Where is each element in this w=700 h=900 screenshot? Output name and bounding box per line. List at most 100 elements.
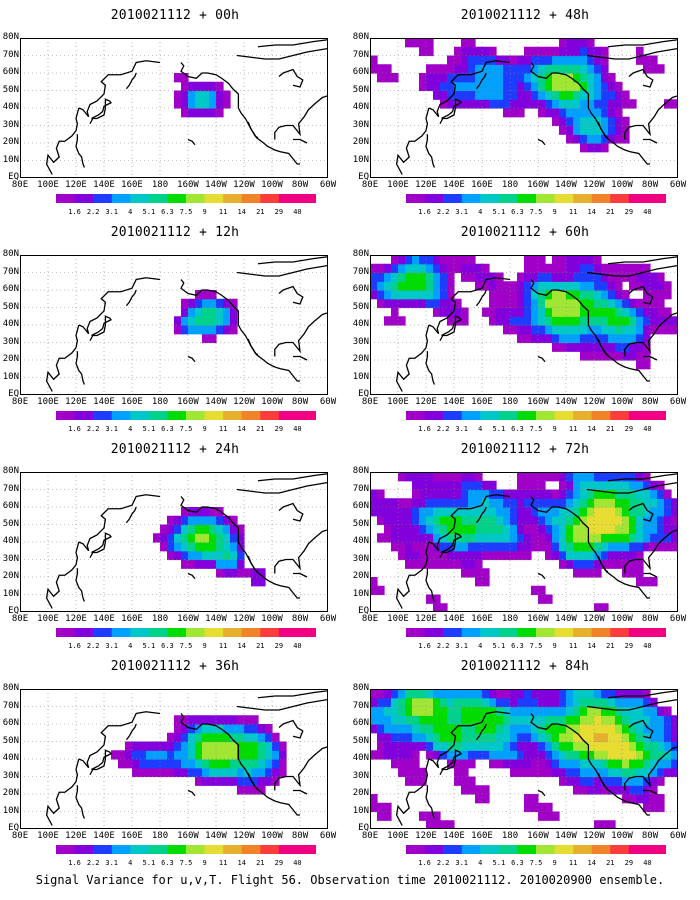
variance-cell (195, 307, 203, 317)
variance-cell (496, 533, 504, 543)
variance-cell (580, 524, 588, 534)
variance-cell (580, 281, 588, 291)
variance-cell (531, 480, 539, 491)
variance-cell (601, 776, 609, 786)
variance-cell (244, 750, 252, 760)
variance-cell (377, 585, 385, 596)
variance-cell (419, 489, 427, 499)
variance-cell (517, 81, 525, 92)
variance-cell (629, 524, 637, 534)
x-tick-label: 100W (261, 831, 283, 841)
variance-cell (412, 550, 420, 561)
variance-cell (538, 767, 546, 778)
y-tick-label: EQ (8, 823, 19, 833)
variance-cell (461, 750, 469, 760)
variance-cell (216, 81, 224, 92)
coastline (247, 338, 259, 356)
variance-cell (538, 706, 546, 716)
coastline (89, 749, 113, 776)
variance-cell (377, 73, 385, 83)
colorbar-label: 5.1 (492, 859, 506, 867)
variance-cell (566, 263, 574, 274)
variance-cell (195, 741, 203, 751)
variance-cell (398, 697, 406, 708)
variance-cell (657, 715, 665, 725)
variance-cell (636, 689, 644, 699)
variance-cell (510, 732, 518, 743)
variance-cell (188, 542, 196, 552)
variance-cell (629, 689, 637, 699)
map-panel: 2010021112 + 48h EQ 10N 20N 30N 40N 50N 60N 70N 8… (350, 0, 700, 217)
variance-cell (531, 316, 539, 326)
variance-cell (195, 99, 203, 109)
variance-cell (601, 316, 609, 326)
x-tick-label: 80E (361, 397, 379, 407)
variance-cell (503, 524, 511, 534)
variance-cell (377, 272, 385, 282)
variance-cell (454, 298, 462, 309)
colorbar-label: 5.1 (492, 425, 506, 433)
variance-cell (370, 281, 378, 291)
variance-cell (440, 73, 448, 83)
colorbar-label: 6.3 (511, 208, 524, 216)
variance-cell (202, 507, 210, 517)
colorbar-label: 29 (624, 859, 634, 867)
colorbar-label: 29 (624, 642, 634, 650)
colorbar-swatch (111, 845, 131, 854)
coastline (187, 138, 196, 146)
variance-cell (433, 811, 441, 821)
variance-cell (391, 542, 399, 552)
coastline (180, 496, 300, 599)
variance-cell (384, 263, 392, 274)
variance-cell (174, 550, 182, 561)
variance-cell (587, 750, 595, 760)
y-tick-label: 80N (2, 249, 19, 259)
variance-cell (517, 550, 525, 561)
y-tick-label: 80N (2, 466, 19, 476)
variance-cell (671, 542, 678, 552)
variance-cell (454, 697, 462, 708)
x-tick-label: 80W (291, 397, 309, 407)
variance-cell (454, 489, 462, 499)
variance-cell (552, 811, 560, 821)
variance-cell (244, 741, 252, 751)
y-tick-label: 10N (352, 371, 369, 382)
variance-cell (265, 759, 273, 769)
variance-cell (258, 724, 266, 734)
x-tick-label: 60W (669, 180, 687, 190)
variance-cell (524, 316, 532, 326)
variance-cell (391, 298, 399, 309)
variance-cell (545, 272, 553, 282)
variance-cell (433, 820, 441, 829)
x-tick-label: 100W (611, 397, 633, 407)
variance-cell (601, 550, 609, 561)
variance-cell (517, 55, 525, 65)
variance-cell (251, 759, 259, 769)
variance-cell (447, 263, 455, 274)
variance-cell (643, 759, 651, 769)
variance-cell (510, 724, 518, 734)
variance-cell (209, 108, 217, 118)
variance-cell (153, 759, 161, 769)
coastline (293, 572, 308, 578)
variance-cell (223, 316, 231, 326)
variance-cell (447, 550, 455, 561)
variance-cell (545, 524, 553, 534)
variance-cell (531, 767, 539, 778)
variance-cell (531, 81, 539, 92)
variance-cell (573, 325, 581, 335)
colorbar-swatch (610, 845, 630, 854)
variance-cell (181, 325, 189, 335)
variance-cell (671, 316, 678, 326)
variance-cell (188, 90, 196, 100)
variance-cell (496, 489, 504, 499)
variance-cell (160, 750, 168, 760)
variance-cell (216, 533, 224, 543)
variance-cell (468, 64, 476, 74)
y-tick-label: 40N (2, 319, 19, 329)
variance-cell (601, 125, 609, 135)
panel-title: 2010021112 + 36h (110, 659, 240, 674)
variance-cell (573, 480, 581, 491)
variance-cell (174, 524, 182, 534)
variance-cell (580, 715, 588, 725)
